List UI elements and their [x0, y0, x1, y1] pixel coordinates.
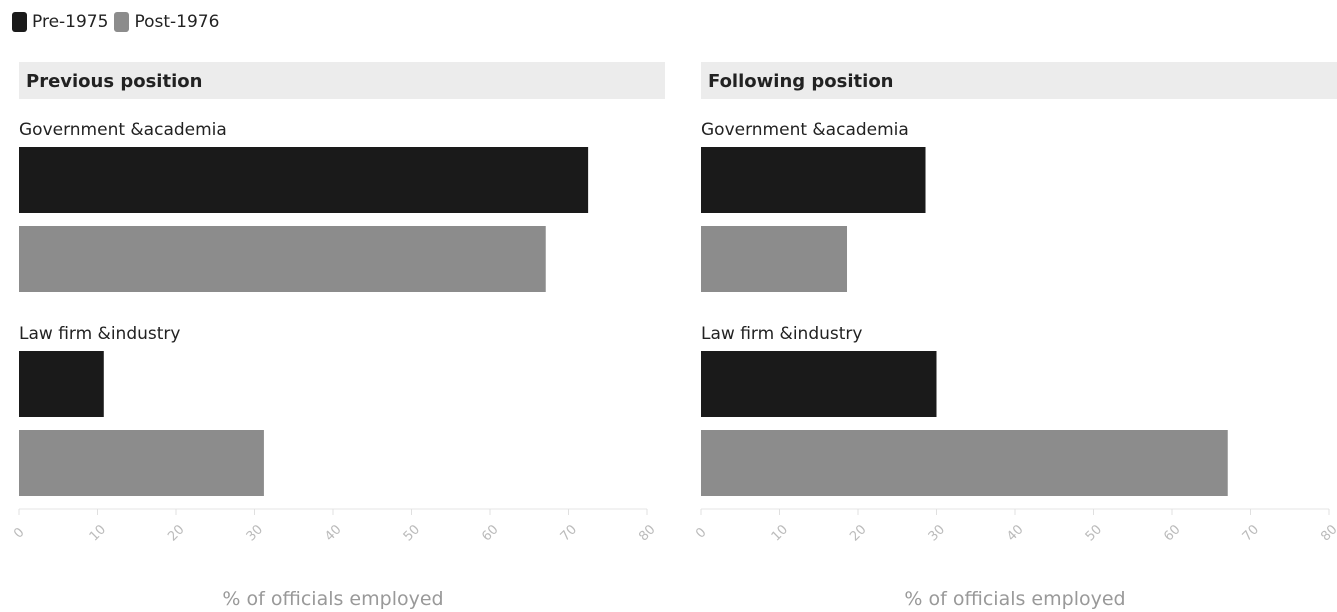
legend-swatch-post-1976 [114, 12, 130, 32]
x-tick-label: 10 [769, 522, 791, 544]
x-tick-label: 60 [479, 522, 501, 544]
panel-header-band [701, 62, 1337, 99]
legend-label-pre-1975: Pre-1975 [32, 12, 109, 32]
x-tick-label: 20 [165, 522, 187, 544]
bar-post-1976 [19, 430, 264, 496]
x-tick-label: 10 [87, 522, 109, 544]
category-label: Government &academia [701, 120, 909, 140]
bar-post-1976 [701, 430, 1228, 496]
x-tick-label: 80 [636, 522, 658, 544]
legend-item-post-1976[interactable]: Post-1976 [114, 12, 219, 32]
category-label: Government &academia [19, 120, 227, 140]
panel-0: Previous position Government &academia Law… [11, 62, 665, 610]
bar-post-1976 [19, 226, 546, 292]
bar-pre-1975 [19, 147, 589, 213]
legend-label-post-1976: Post-1976 [134, 12, 220, 32]
x-tick-label: 60 [1161, 522, 1183, 544]
legend-swatch-pre-1975 [12, 12, 27, 32]
x-tick-label: 70 [1240, 522, 1262, 544]
x-axis-title: % of officials employed [904, 588, 1125, 610]
bar-pre-1975 [19, 351, 104, 417]
x-tick-label: 30 [926, 522, 948, 544]
x-tick-label: 40 [1004, 522, 1026, 544]
x-tick-label: 0 [693, 525, 709, 541]
x-tick-label: 20 [847, 522, 869, 544]
x-tick-label: 30 [244, 522, 266, 544]
bar-pre-1975 [701, 147, 926, 213]
x-axis-title: % of officials employed [222, 588, 443, 610]
x-tick-label: 50 [401, 522, 423, 544]
x-tick-label: 40 [322, 522, 344, 544]
bar-pre-1975 [701, 351, 937, 417]
x-tick-label: 80 [1318, 522, 1337, 544]
legend: Pre-1975 Post-1976 [12, 12, 225, 32]
panel-title: Previous position [26, 71, 202, 92]
legend-item-pre-1975[interactable]: Pre-1975 [12, 12, 108, 32]
x-tick-label: 0 [11, 525, 27, 541]
category-label: Law firm &industry [701, 324, 862, 344]
bar-post-1976 [701, 226, 848, 292]
panel-title: Following position [708, 71, 894, 92]
x-tick-label: 70 [558, 522, 580, 544]
panel-1: Following position Government &academia La… [693, 62, 1337, 610]
panel-header-band [19, 62, 665, 99]
x-tick-label: 50 [1083, 522, 1105, 544]
category-label: Law firm &industry [19, 324, 180, 344]
